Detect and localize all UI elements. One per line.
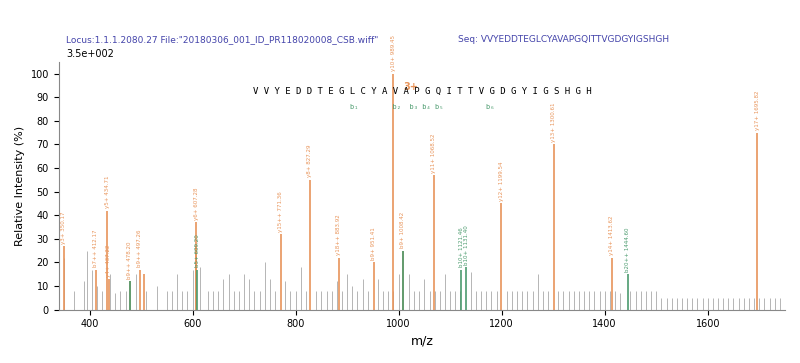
- X-axis label: m/z: m/z: [410, 335, 434, 348]
- Text: y14+ 1413.62: y14+ 1413.62: [610, 216, 614, 256]
- Text: y4+ 437.22: y4+ 437.22: [106, 244, 111, 277]
- Text: b5+ 609.20: b5+ 609.20: [195, 234, 200, 267]
- Text: b9++ 497.26: b9++ 497.26: [137, 230, 142, 267]
- Text: b10+ 1121.46: b10+ 1121.46: [458, 228, 464, 267]
- Y-axis label: Relative Intensity (%): Relative Intensity (%): [15, 126, 25, 246]
- Text: y3+ 350.17: y3+ 350.17: [62, 211, 66, 244]
- Text: b9++ 478.20: b9++ 478.20: [127, 241, 132, 279]
- Text: 3.5e+002: 3.5e+002: [66, 49, 114, 59]
- Text: y6+ 607.28: y6+ 607.28: [194, 187, 199, 220]
- Text: b10+ 1131.40: b10+ 1131.40: [464, 225, 469, 265]
- Text: y13+ 1300.61: y13+ 1300.61: [551, 102, 556, 142]
- Text: y8+ 827.29: y8+ 827.29: [307, 145, 312, 178]
- Text: y18++ 883.92: y18++ 883.92: [336, 215, 342, 256]
- Text: b₁        b₂  b₃ b₄ b₅          b₆: b₁ b₂ b₃ b₄ b₅ b₆: [350, 104, 494, 110]
- Text: y10+ 989.45: y10+ 989.45: [390, 35, 396, 71]
- Text: b9+ 951.41: b9+ 951.41: [371, 227, 376, 260]
- Text: y12+ 1199.54: y12+ 1199.54: [499, 162, 504, 201]
- Text: y15++ 771.36: y15++ 771.36: [278, 191, 283, 232]
- Text: 3+: 3+: [403, 82, 418, 91]
- Text: Locus:1.1.1.2080.27 File:"20180306_001_ID_PR118020008_CSB.wiff": Locus:1.1.1.2080.27 File:"20180306_001_I…: [66, 35, 378, 44]
- Text: Seq: VVYEDDTEGLCYAVAPGQITTVGDGYIGSHGH: Seq: VVYEDDTEGLCYAVAPGQITTVGDGYIGSHGH: [458, 35, 670, 44]
- Text: y17+ 1695.82: y17+ 1695.82: [754, 91, 759, 130]
- Text: y5+ 434.71: y5+ 434.71: [105, 176, 110, 208]
- Text: b7++ 412.17: b7++ 412.17: [94, 230, 98, 267]
- Text: b20++ 1444.60: b20++ 1444.60: [625, 228, 630, 272]
- Text: V V Y E D D T E G L C Y A V A P G Q I T T V G D G Y I G S H G H: V V Y E D D T E G L C Y A V A P G Q I T …: [253, 86, 591, 95]
- Text: b9+ 1008.42: b9+ 1008.42: [401, 212, 406, 248]
- Text: y11+ 1068.52: y11+ 1068.52: [431, 133, 437, 173]
